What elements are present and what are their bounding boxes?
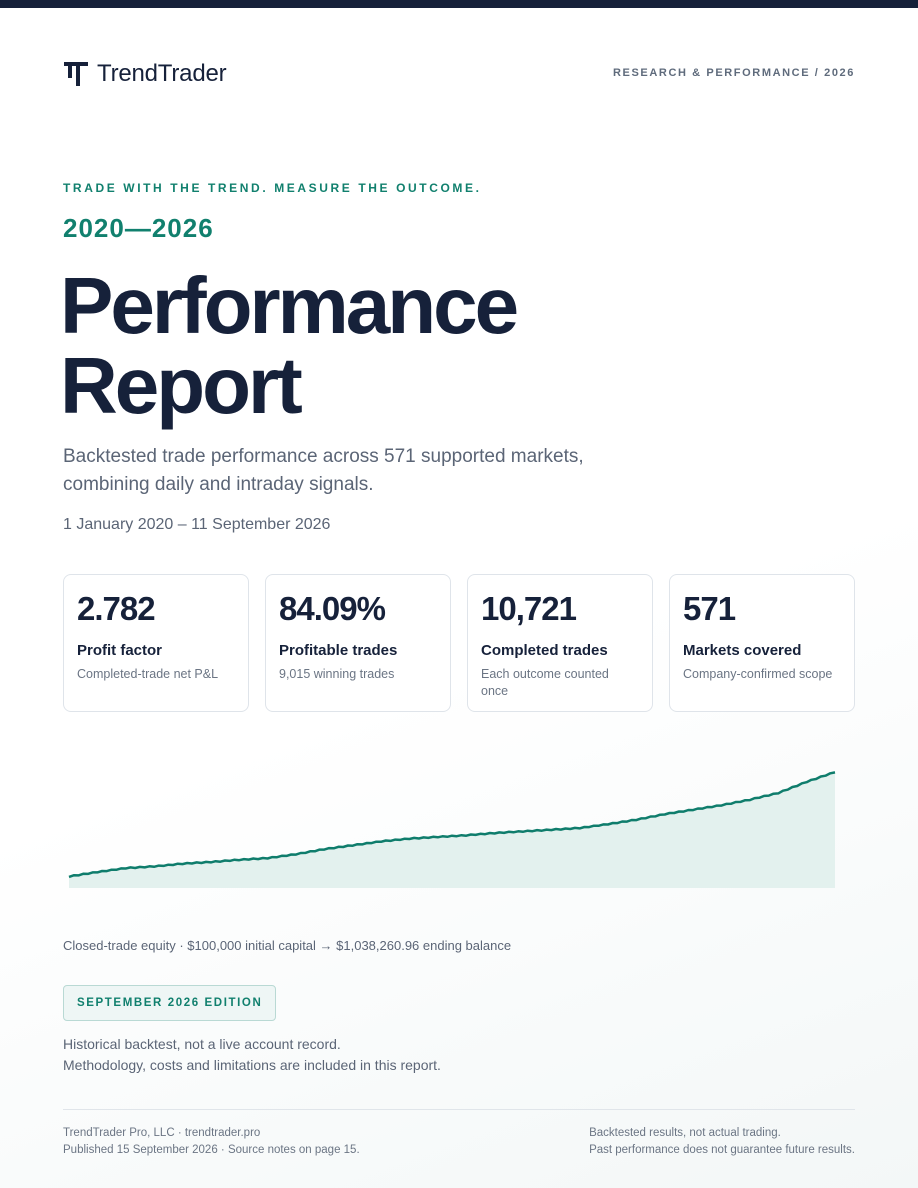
stat-label: Profitable trades — [279, 642, 398, 659]
disclaimer: Historical backtest, not a live account … — [63, 1034, 441, 1076]
footer-publisher: TrendTrader Pro, LLC · trendtrader.pro P… — [63, 1125, 360, 1159]
disclaimer-line-2: Methodology, costs and limitations are i… — [63, 1057, 441, 1073]
brand-logo[interactable]: TrendTrader — [63, 60, 227, 88]
stat-card-profit-factor: 2.782 Profit factor Completed-trade net … — [63, 574, 249, 712]
title-line-1: Performance — [60, 261, 519, 350]
stat-value: 84.09% — [279, 590, 386, 627]
stat-description: Each outcome counted once — [481, 667, 609, 698]
header-section-label: RESEARCH & PERFORMANCE / 2026 — [613, 67, 855, 79]
report-subtitle: Backtested trade performance across 571 … — [63, 443, 663, 499]
equity-line — [68, 771, 836, 879]
disclaimer-line-1: Historical backtest, not a live account … — [63, 1036, 341, 1052]
tagline: TRADE WITH THE TREND. MEASURE THE OUTCOM… — [63, 181, 482, 195]
equity-area-fill — [69, 772, 835, 888]
trendtrader-logo-icon — [64, 62, 88, 86]
title-line-2: Report — [60, 341, 303, 430]
brand-name: TrendTrader — [97, 60, 227, 87]
subtitle-line-2: combining daily and intraday signals. — [63, 474, 374, 495]
stat-value: 571 — [683, 590, 736, 627]
stats-cards: 2.782 Profit factor Completed-trade net … — [63, 574, 855, 712]
footer-company: TrendTrader Pro, LLC · trendtrader.pro — [63, 1127, 261, 1139]
stat-description: Company-confirmed scope — [683, 667, 833, 681]
stat-label: Profit factor — [77, 642, 163, 659]
report-title: Performance Report — [60, 261, 519, 430]
stat-label: Completed trades — [481, 642, 608, 659]
stat-value: 2.782 — [77, 590, 156, 627]
date-range: 1 January 2020 – 11 September 2026 — [63, 516, 331, 533]
footer-disclaimer-line-2: Past performance does not guarantee futu… — [589, 1144, 855, 1156]
footer-disclaimer: Backtested results, not actual trading. … — [589, 1125, 855, 1159]
stat-value: 10,721 — [481, 590, 577, 627]
stat-card-completed-trades: 10,721 Completed trades Each outcome cou… — [467, 574, 653, 712]
stat-description: 9,015 winning trades — [279, 667, 395, 681]
subtitle-line-1: Backtested trade performance across 571 … — [63, 446, 584, 467]
stat-card-profitable-trades: 84.09% Profitable trades 9,015 winning t… — [265, 574, 451, 712]
footer-divider — [63, 1109, 855, 1110]
equity-curve-chart — [68, 771, 836, 888]
year-range: 2020—2026 — [63, 213, 214, 243]
stat-label: Markets covered — [683, 642, 802, 659]
chart-caption: Closed-trade equity · $100,000 initial c… — [63, 938, 512, 953]
footer-published: Published 15 September 2026 · Source not… — [63, 1144, 360, 1156]
stat-card-markets-covered: 571 Markets covered Company-confirmed sc… — [669, 574, 855, 712]
top-accent-bar — [0, 0, 918, 8]
edition-badge: SEPTEMBER 2026 EDITION — [63, 985, 277, 1021]
footer-disclaimer-line-1: Backtested results, not actual trading. — [589, 1127, 781, 1139]
stat-description: Completed-trade net P&L — [77, 667, 219, 681]
